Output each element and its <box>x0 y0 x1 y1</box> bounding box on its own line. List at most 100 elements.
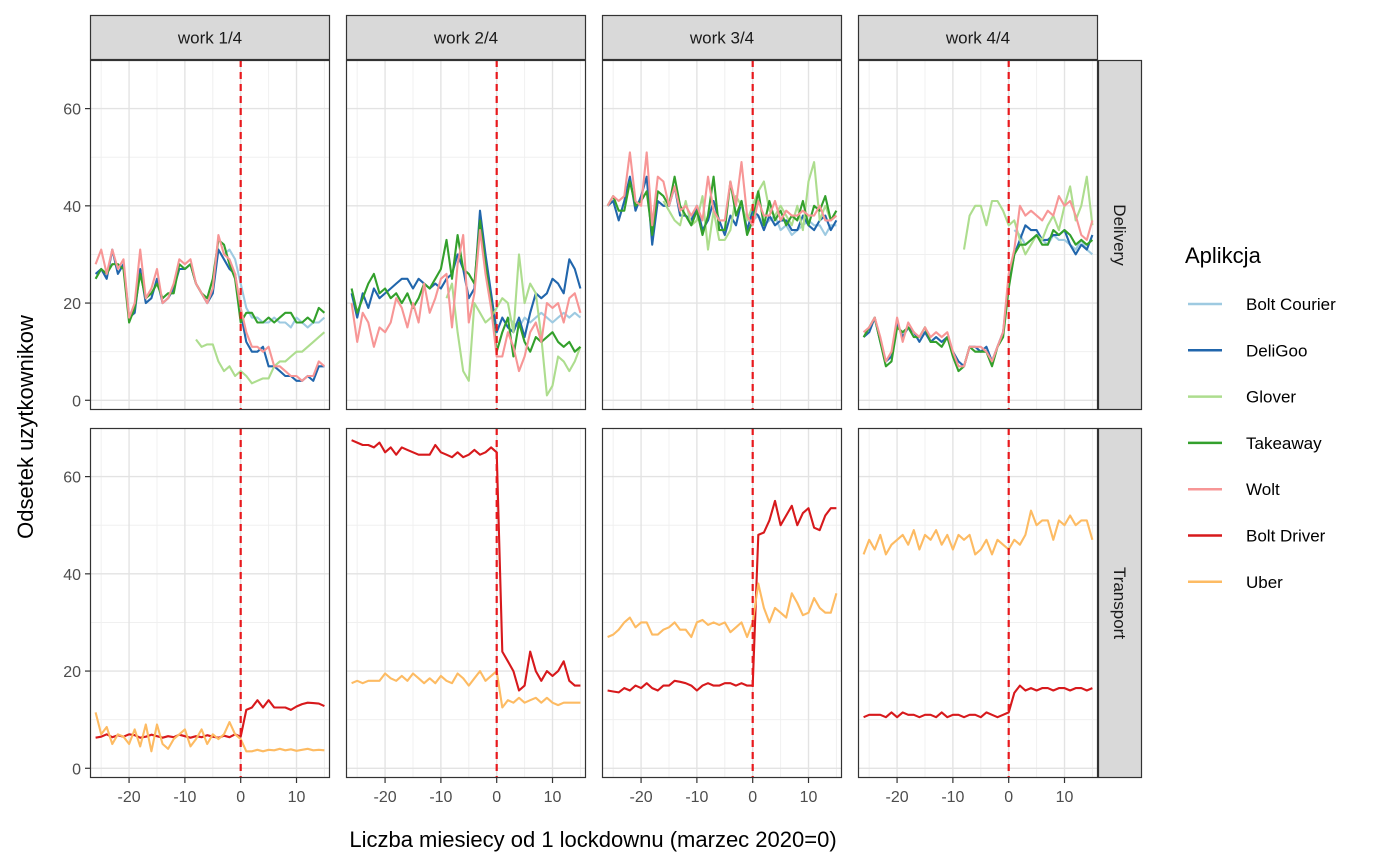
series-line-uber <box>607 582 838 639</box>
column-strip-background <box>601 14 843 61</box>
series-line-glover <box>195 331 326 385</box>
column-strip-background <box>345 14 587 61</box>
panel-0-1 <box>89 427 331 779</box>
column-strip: work 3/4 <box>601 14 843 61</box>
panel-border <box>857 59 1099 411</box>
legend-label: DeliGoo <box>1246 341 1307 360</box>
panel-0-0 <box>89 59 331 411</box>
legend-label: Wolt <box>1246 480 1280 499</box>
legend-label: Bolt Courier <box>1246 295 1336 314</box>
panels-layer <box>89 59 1099 779</box>
x-tick-label: 10 <box>544 789 562 806</box>
panel-background <box>602 60 842 410</box>
series-line-bolt-driver <box>607 499 837 694</box>
x-tick-label: -20 <box>886 789 909 806</box>
series-line-takeaway <box>94 238 326 324</box>
series-line-bolt-courier <box>223 248 326 329</box>
row-strip-background <box>1097 427 1143 779</box>
series-line-glover <box>445 253 582 397</box>
axes-layer: 0 20 40 60 0 20 40 60 -20 -10 0 10 -20 -10 0 10 -20 -10 0 1… <box>63 102 1073 806</box>
x-tick-label: 0 <box>492 789 501 806</box>
legend-label: Bolt Driver <box>1246 527 1326 546</box>
series-line-bolt-driver <box>863 684 1093 719</box>
series-line-deligoo <box>606 175 838 246</box>
column-strip: work 1/4 <box>89 14 331 61</box>
series-line-takeaway <box>862 229 1094 373</box>
legend: Aplikcja Bolt Courier DeliGoo Glover Takeaw… <box>1185 243 1336 592</box>
panel-border <box>601 59 843 411</box>
legend-entries: Bolt Courier DeliGoo Glover Takeaway Wolt Bol… <box>1188 295 1336 592</box>
series-line-uber <box>862 509 1094 556</box>
legend-entry: DeliGoo <box>1188 341 1307 360</box>
column-strip: work 4/4 <box>857 14 1099 61</box>
x-tick-label: -10 <box>941 789 964 806</box>
column-strip-label: work 2/4 <box>433 29 498 48</box>
x-tick-label: -10 <box>173 789 196 806</box>
panel-3-1 <box>857 427 1099 779</box>
panel-background <box>346 428 586 778</box>
panel-border <box>345 427 587 779</box>
series-line-wolt <box>606 151 838 227</box>
panel-2-0 <box>601 59 843 411</box>
panel-border <box>601 427 843 779</box>
series-line-glover <box>962 175 1094 256</box>
series-line-takeaway <box>606 175 838 237</box>
y-tick-label: 0 <box>72 761 81 778</box>
legend-label: Takeaway <box>1246 434 1322 453</box>
legend-title: Aplikcja <box>1185 243 1262 268</box>
panel-2-1 <box>601 427 843 779</box>
y-tick-label: 40 <box>63 567 81 584</box>
panel-border <box>89 427 331 779</box>
x-tick-label: 0 <box>748 789 757 806</box>
y-tick-label: 60 <box>63 102 81 119</box>
panel-background <box>90 60 330 410</box>
row-strip-label: Transport <box>1110 567 1129 639</box>
legend-entry: Bolt Courier <box>1188 295 1336 314</box>
x-tick-label: 10 <box>800 789 818 806</box>
y-axis-title: Odsetek uzytkownikow <box>13 315 38 539</box>
x-tick-label: 0 <box>1004 789 1013 806</box>
column-strip-label: work 4/4 <box>945 29 1010 48</box>
panel-3-0 <box>857 59 1099 411</box>
x-tick-label: -20 <box>118 789 141 806</box>
y-tick-label: 40 <box>63 199 81 216</box>
y-tick-label: 60 <box>63 470 81 487</box>
x-tick-label: -10 <box>685 789 708 806</box>
panel-background <box>602 428 842 778</box>
legend-entry: Uber <box>1188 573 1283 592</box>
series-line-bolt-driver <box>351 439 581 692</box>
series-line-wolt <box>350 229 582 373</box>
y-tick-label: 20 <box>63 296 81 313</box>
column-strip-label: work 1/4 <box>177 29 242 48</box>
panel-border <box>89 59 331 411</box>
panel-1-1 <box>345 427 587 779</box>
column-strip-label: work 3/4 <box>689 29 754 48</box>
series-line-uber <box>94 712 325 753</box>
legend-label: Uber <box>1246 573 1283 592</box>
row-strip: Delivery <box>1097 59 1143 411</box>
series-line-bolt-driver <box>95 699 325 739</box>
legend-entry: Takeaway <box>1188 434 1322 453</box>
x-tick-label: -20 <box>630 789 653 806</box>
strips-layer: work 1/4 work 2/4 work 3/4 work 4/4 Delivery… <box>89 14 1143 779</box>
series-line-wolt <box>862 195 1094 368</box>
y-tick-label: 0 <box>72 393 81 410</box>
panel-background <box>858 428 1098 778</box>
legend-label: Glover <box>1246 388 1296 407</box>
legend-entry: Wolt <box>1188 480 1280 499</box>
row-strip: Transport <box>1097 427 1143 779</box>
x-tick-label: -10 <box>429 789 452 806</box>
legend-entry: Bolt Driver <box>1188 527 1326 546</box>
x-tick-label: 10 <box>288 789 306 806</box>
x-tick-label: -20 <box>374 789 397 806</box>
row-strip-label: Delivery <box>1110 204 1129 266</box>
panel-background <box>858 60 1098 410</box>
series-line-uber <box>351 670 581 709</box>
series-line-wolt <box>94 233 326 382</box>
x-tick-label: 10 <box>1056 789 1074 806</box>
panel-border <box>345 59 587 411</box>
panel-background <box>346 60 586 410</box>
panel-background <box>90 428 330 778</box>
column-strip-background <box>89 14 331 61</box>
